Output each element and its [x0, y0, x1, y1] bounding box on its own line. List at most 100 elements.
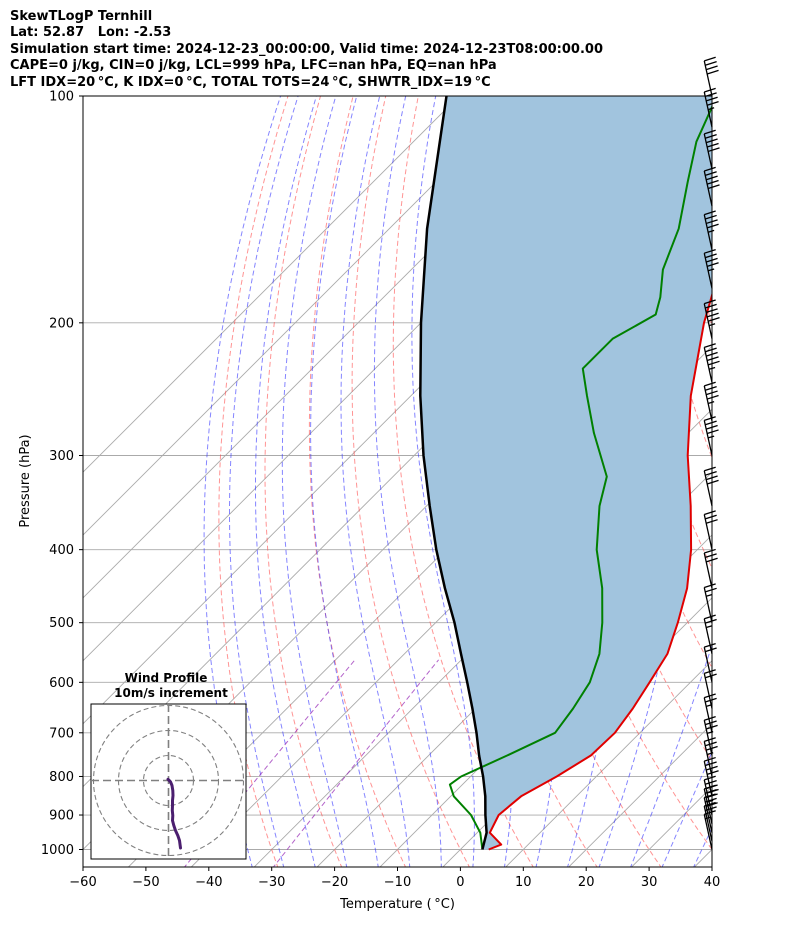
- barb-feather: [705, 420, 717, 426]
- x-tick-label: −10: [384, 875, 411, 890]
- isotherm-line: [505, 660, 712, 867]
- barb-feather: [704, 299, 716, 305]
- barb-staff: [703, 253, 713, 289]
- barb-feather: [704, 693, 716, 699]
- dry-adiabat-line: [777, 96, 794, 869]
- barb-half-feather: [706, 593, 713, 597]
- chart-title: SkewTLogP Ternhill: [10, 9, 153, 24]
- cape-fill-area: [420, 96, 712, 850]
- barb-feather: [706, 262, 719, 267]
- x-tick-label: −30: [258, 875, 285, 890]
- barb-feather: [707, 316, 720, 322]
- barb-feather: [705, 618, 717, 624]
- barb-half-feather: [707, 401, 715, 405]
- barb-feather: [707, 184, 720, 190]
- barb-staff: [703, 133, 713, 170]
- barb-staff: [703, 697, 713, 733]
- barb-feather: [704, 87, 716, 93]
- dry-adiabat-line: [392, 96, 534, 867]
- barb-half-feather: [707, 268, 715, 272]
- barb-feather: [704, 510, 716, 516]
- barb-feather: [705, 697, 717, 703]
- moist-adiabat-line: [255, 96, 317, 867]
- dry-adiabat-line: [264, 96, 343, 867]
- wind-barb: [703, 583, 717, 623]
- barb-half-feather: [707, 435, 715, 439]
- wind-barb: [703, 416, 719, 456]
- barb-feather: [705, 134, 717, 139]
- wind-barb: [703, 510, 718, 550]
- moist-adiabat-line: [373, 96, 442, 867]
- wind-barb: [703, 166, 720, 207]
- y-tick-label: 200: [49, 316, 74, 331]
- barb-feather: [705, 171, 717, 176]
- temperature-line: [488, 291, 712, 851]
- barb-staff: [703, 805, 713, 842]
- barb-feather: [705, 253, 717, 259]
- barb-feather: [705, 780, 717, 785]
- barb-feather: [706, 429, 719, 435]
- x-tick-label: 10: [515, 875, 532, 890]
- y-tick-label: 300: [49, 449, 74, 464]
- barb-feather: [704, 210, 716, 216]
- axis-layer: −60 −50 −40 −30 −20 −10 0 10 20 30 40 1000 900 800 700…: [41, 90, 720, 891]
- y-tick-label: 800: [49, 770, 74, 785]
- barb-feather: [706, 394, 719, 400]
- barb-staff: [703, 779, 713, 816]
- x-axis-label: Temperature ( °C): [339, 897, 455, 912]
- isotherm-line: [83, 96, 523, 536]
- barb-feather: [705, 214, 717, 220]
- barb-feather: [704, 248, 716, 254]
- hodograph-lines: [91, 704, 246, 859]
- barb-staff: [703, 797, 713, 833]
- barb-feather: [706, 312, 719, 318]
- barb-feather: [705, 470, 717, 476]
- x-tick-label: 40: [704, 875, 721, 890]
- moist-adiabat-line: [630, 643, 712, 867]
- y-tick-label: 500: [49, 616, 74, 631]
- barb-half-feather: [707, 107, 715, 111]
- barb-staff: [703, 587, 713, 623]
- dry-adiabat-line: [308, 96, 407, 867]
- barb-feather: [704, 614, 716, 620]
- y-axis-label: Pressure (hPa): [18, 434, 33, 527]
- barb-staff: [703, 788, 713, 825]
- y-tick-label: 600: [49, 676, 74, 691]
- barb-feather: [706, 223, 719, 229]
- moist-adiabat-line: [203, 96, 282, 867]
- dry-adiabat-line: [744, 96, 794, 869]
- barb-staff: [703, 214, 713, 250]
- barb-feather: [707, 360, 720, 366]
- barb-feather: [704, 56, 716, 62]
- y-tick-label: 100: [49, 90, 74, 105]
- chart-header: SkewTLogP Ternhill Lat: 52.87 Lon: -2.53…: [10, 9, 603, 91]
- barb-staff: [703, 814, 713, 850]
- wind-barb: [703, 548, 718, 589]
- moist-adiabat-line: [661, 750, 712, 867]
- barb-feather: [704, 466, 716, 472]
- barb-half-feather: [706, 625, 713, 629]
- barb-staff: [703, 761, 713, 797]
- barb-feather: [707, 147, 720, 153]
- moist-adiabat-line: [310, 96, 379, 867]
- barb-feather: [704, 548, 716, 554]
- barb-staff: [703, 514, 713, 550]
- time-line: Simulation start time: 2024-12-23_00:00:…: [10, 41, 603, 57]
- barb-feather: [705, 553, 717, 559]
- barb-staff: [703, 303, 713, 339]
- y-tick-label: 400: [49, 543, 74, 558]
- barb-feather: [704, 381, 716, 387]
- hodograph-subtitle: 10m/s increment: [114, 686, 228, 700]
- barb-feather: [704, 737, 716, 742]
- x-tick-label: 0: [456, 875, 464, 890]
- y-tick-label: 1000: [41, 843, 74, 858]
- mixing-ratio-line: [272, 659, 439, 867]
- moist-adiabat-line: [411, 96, 475, 867]
- barb-feather: [706, 179, 719, 185]
- barb-staff: [703, 552, 713, 589]
- barb-feather: [704, 775, 716, 781]
- index-line: LFT IDX=20 °C, K IDX=0 °C, TOTAL TOTS=24…: [10, 74, 491, 90]
- y-tick-label: 900: [49, 809, 74, 824]
- barb-staff: [703, 470, 713, 507]
- barb-staff: [703, 720, 713, 756]
